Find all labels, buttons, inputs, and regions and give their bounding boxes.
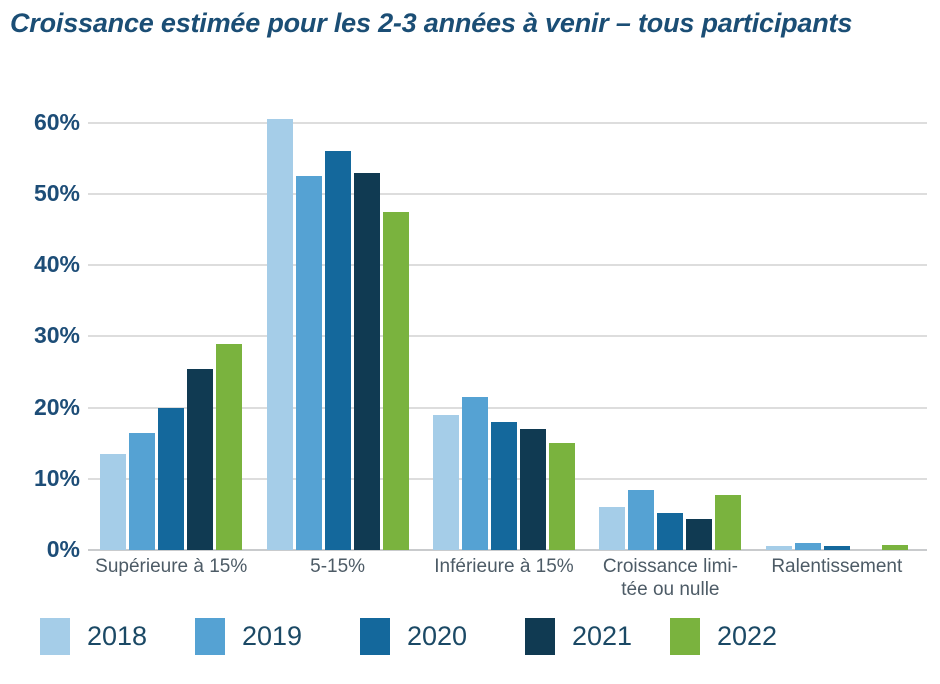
bar-2018-inferieure-a-15 [432,414,459,550]
bar-2019-ralentissement [794,542,821,550]
bar-2022-inferieure-a-15 [548,443,575,550]
legend-label-2021: 2021 [572,621,633,651]
bar-2020-5-15 [324,151,351,550]
legend-label-2020: 2020 [407,621,468,651]
bar-2021-5-15 [353,172,380,550]
legend-item-2021: 2021 [525,618,632,655]
bar-2022-ralentissement [881,545,908,550]
y-tick-label: 50% [33,180,80,207]
y-tick-label: 0% [46,536,80,562]
bar-group-superieure-a-15 [88,90,254,550]
legend-label-2019: 2019 [242,621,303,651]
x-axis-label-croissance-limitee-ou-nulle: Croissance limi-tée ou nulle [587,555,753,601]
y-tick-label: 40% [33,251,80,278]
y-tick-label: 60% [33,108,80,135]
bar-group-ralentissement [754,90,920,550]
bar-group-inferieure-a-15 [421,90,587,550]
x-axis-label-line: Supérieure à 15% [95,556,248,577]
gridline [88,406,927,409]
x-axis-label-line: Croissance limi- [602,556,738,577]
x-axis-label-line: Inférieure à 15% [434,556,574,577]
legend-swatch-2020 [360,618,390,655]
gridline [88,121,927,124]
y-tick-label: 30% [33,322,80,349]
bar-2022-croissance-limitee-ou-nulle [715,495,742,550]
x-axis-label-line: Ralentissement [771,556,903,577]
bar-2018-superieure-a-15 [100,453,127,550]
bar-2022-5-15 [382,211,409,550]
y-tick-label: 10% [33,464,80,491]
bar-2022-superieure-a-15 [216,343,243,550]
x-axis-label-inferieure-a-15: Inférieure à 15% [421,555,587,578]
bar-group-5-15 [254,90,420,550]
x-axis-label-superieure-a-15: Supérieure à 15% [88,555,254,578]
x-axis-baseline [88,549,927,551]
bar-group-croissance-limitee-ou-nulle [587,90,753,550]
bar-2018-ralentissement [765,546,792,550]
bar-2021-superieure-a-15 [187,368,214,550]
x-axis-label-line: tée ou nulle [621,579,720,600]
bar-2020-ralentissement [823,546,850,550]
legend-item-2022: 2022 [670,618,777,655]
legend-swatch-2021 [525,618,555,655]
legend-item-2018: 2018 [40,618,147,655]
legend-swatch-2022 [670,618,700,655]
legend-swatch-2018 [40,618,70,655]
bar-2018-5-15 [266,119,293,550]
bar-2019-5-15 [295,176,322,550]
bar-2021-inferieure-a-15 [519,429,546,550]
legend-item-2020: 2020 [360,618,467,655]
legend-item-2019: 2019 [195,618,302,655]
gridline [88,264,927,267]
bar-2019-inferieure-a-15 [461,397,488,550]
bar-2019-superieure-a-15 [129,432,156,550]
bar-2020-inferieure-a-15 [490,421,517,550]
bar-2019-croissance-limitee-ou-nulle [628,489,655,550]
bar-2018-croissance-limitee-ou-nulle [599,507,626,550]
x-axis-label-ralentissement: Ralentissement [754,555,920,578]
bar-2021-croissance-limitee-ou-nulle [686,519,713,550]
legend-swatch-2019 [195,618,225,655]
chart-title: Croissance estimée pour les 2-3 années à… [10,8,853,38]
legend-label-2022: 2022 [717,621,778,651]
y-tick-label: 20% [33,393,80,420]
bar-2020-croissance-limitee-ou-nulle [657,513,684,550]
legend-label-2018: 2018 [87,621,148,651]
gridline [88,193,927,196]
bar-2020-superieure-a-15 [158,407,185,550]
x-axis-label-5-15: 5-15% [254,555,420,578]
x-axis-label-line: 5-15% [310,556,366,577]
gridline [88,335,927,338]
